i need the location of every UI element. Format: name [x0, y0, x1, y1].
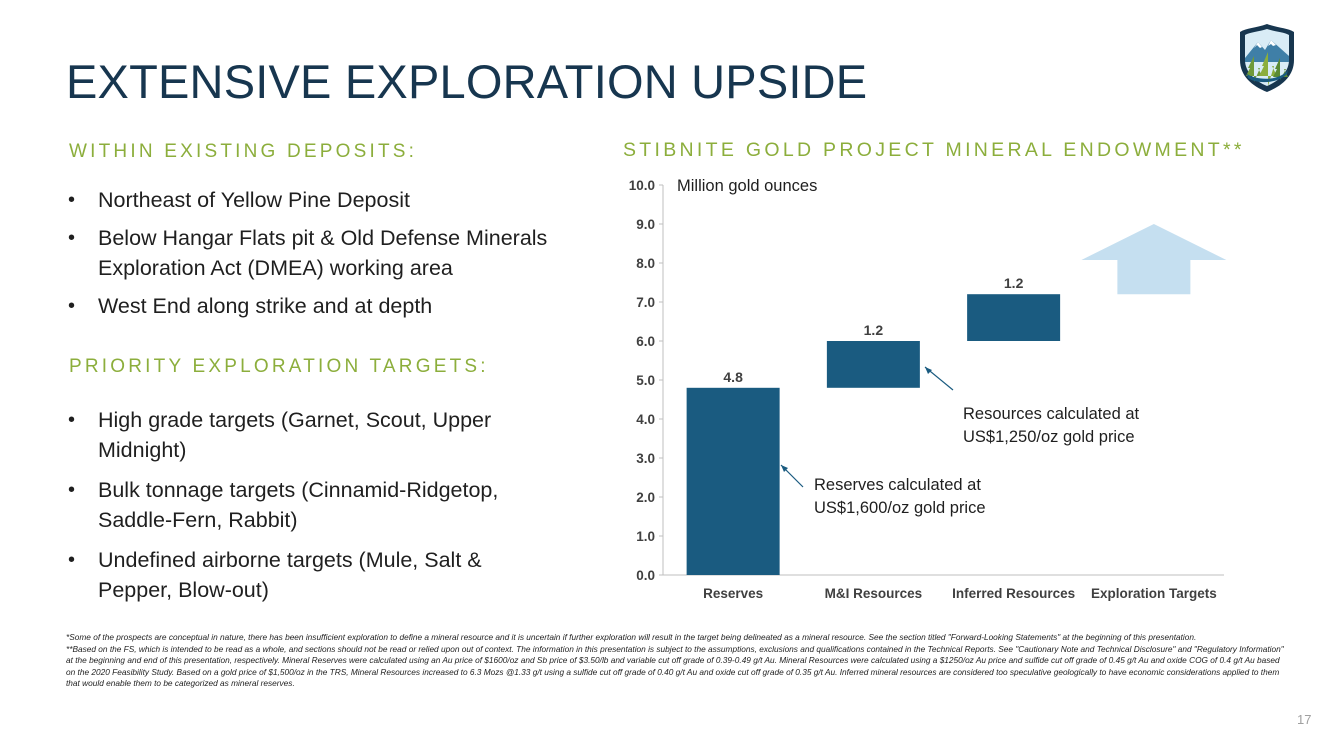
annotation-text: US$1,250/oz gold price [963, 428, 1135, 446]
y-tick-label: 0.0 [636, 568, 655, 583]
mountain-shield-logo-icon [1240, 24, 1294, 92]
footnotes: *Some of the prospects are conceptual in… [66, 632, 1286, 690]
list-item: Undefined airborne targets (Mule, Salt &… [66, 545, 546, 605]
data-label: 1.2 [1004, 275, 1024, 291]
list-item: Below Hangar Flats pit & Old Defense Min… [66, 223, 566, 283]
chart-title: STIBNITE GOLD PROJECT MINERAL ENDOWMENT*… [623, 139, 1245, 161]
bullet-list-existing-deposits: Northeast of Yellow Pine Deposit Below H… [66, 185, 566, 321]
y-tick-label: 4.0 [636, 412, 655, 427]
y-tick-label: 9.0 [636, 217, 655, 232]
exploration-target-arrow [1081, 224, 1227, 295]
x-tick-label: Reserves [703, 586, 763, 601]
bar-reserves [686, 387, 780, 575]
list-item: High grade targets (Garnet, Scout, Upper… [66, 405, 546, 465]
list-item: Northeast of Yellow Pine Deposit [66, 185, 566, 215]
arrowhead-icon [781, 465, 788, 472]
y-tick-label: 1.0 [636, 529, 655, 544]
y-axis-label: Million gold ounces [677, 177, 817, 195]
y-tick-label: 5.0 [636, 373, 655, 388]
annotation-text: Resources calculated at [963, 405, 1140, 423]
x-tick-label: Exploration Targets [1091, 586, 1217, 601]
annotation-text: US$1,600/oz gold price [814, 499, 986, 517]
data-label: 4.8 [723, 369, 743, 385]
bar-m-i-resources [826, 341, 920, 388]
endowment-waterfall-chart: 0.0 1.0 2.0 3.0 4.0 5.0 6.0 7.0 8.0 9.0 10.0 Millio… [629, 177, 1227, 601]
data-label: 1.2 [864, 322, 884, 338]
footnote-1: *Some of the prospects are conceptual in… [66, 632, 1197, 642]
y-tick-label: 8.0 [636, 256, 655, 271]
list-item: West End along strike and at depth [66, 291, 566, 321]
bar-inferred-resources [967, 294, 1061, 341]
y-tick-label: 2.0 [636, 490, 655, 505]
section-heading-priority-targets: PRIORITY EXPLORATION TARGETS: [69, 356, 489, 377]
arrowhead-icon [925, 367, 932, 374]
x-tick-label: M&I Resources [825, 586, 923, 601]
section-heading-existing-deposits: WITHIN EXISTING DEPOSITS: [69, 141, 418, 162]
y-tick-label: 3.0 [636, 451, 655, 466]
x-tick-label: Inferred Resources [952, 586, 1075, 601]
annotation-text: Reserves calculated at [814, 476, 981, 494]
footnote-2: **Based on the FS, which is intended to … [66, 643, 1284, 689]
list-item: Bulk tonnage targets (Cinnamid-Ridgetop,… [66, 475, 546, 535]
page-number: 17 [1297, 712, 1312, 727]
y-tick-label: 10.0 [629, 178, 655, 193]
page-title: EXTENSIVE EXPLORATION UPSIDE [66, 55, 868, 108]
y-tick-label: 6.0 [636, 334, 655, 349]
bullet-list-priority-targets: High grade targets (Garnet, Scout, Upper… [66, 405, 546, 605]
y-tick-label: 7.0 [636, 295, 655, 310]
